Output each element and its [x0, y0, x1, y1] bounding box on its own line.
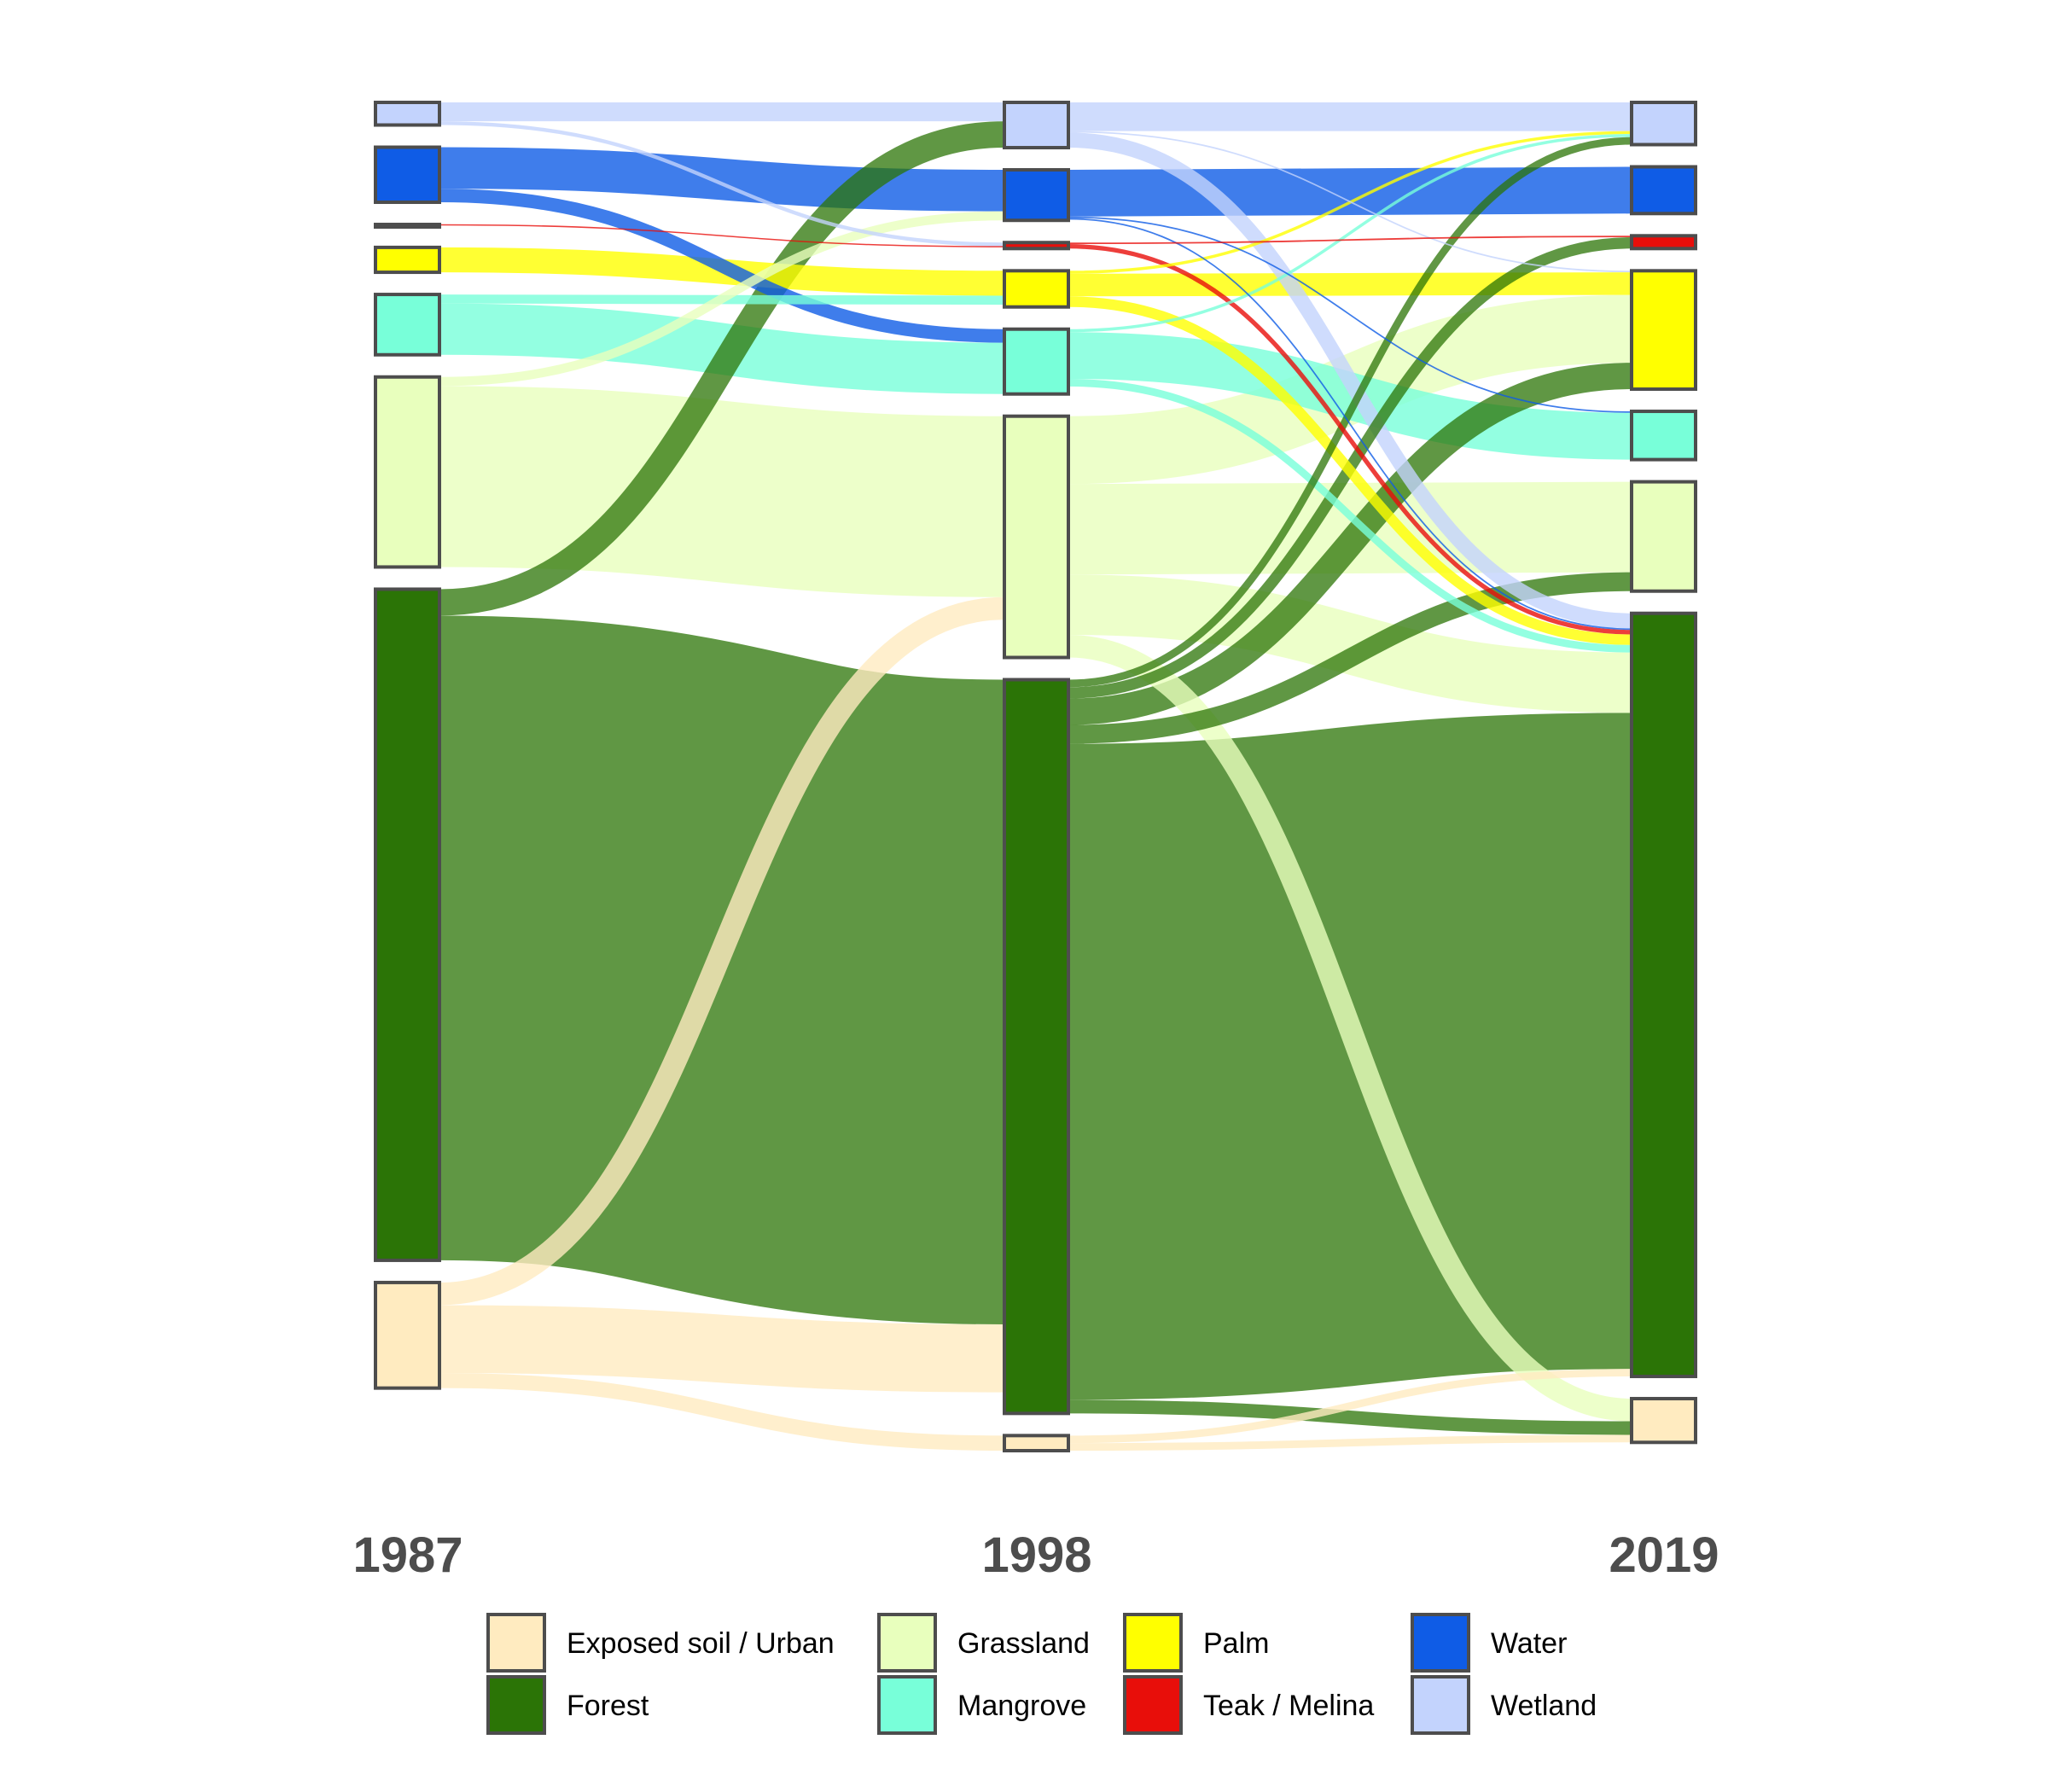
- year-label-1987: 1987: [352, 1527, 463, 1583]
- flow-palm-to-forest-1998: [1068, 296, 1632, 645]
- flow-water-to-water-1998: [1068, 166, 1632, 217]
- node-exposed-2019: [1630, 1397, 1697, 1445]
- legend-swatch: [1123, 1675, 1183, 1735]
- node-teak-2019: [1630, 234, 1697, 251]
- node-wetland-2019: [1630, 101, 1697, 147]
- node-grassland-2019: [1630, 480, 1697, 593]
- node-grassland-1987: [374, 375, 441, 569]
- flow-forest-to-exposed-1998: [1068, 1399, 1632, 1435]
- node-palm-1987: [374, 245, 441, 275]
- node-wetland-1998: [1003, 101, 1070, 150]
- legend-swatch: [486, 1675, 546, 1735]
- flow-exposed-to-exposed-1998: [1068, 1434, 1632, 1451]
- node-palm-1998: [1003, 269, 1070, 309]
- legend-swatch: [1123, 1613, 1183, 1673]
- flow-grassland-to-exposed-1998: [1068, 634, 1632, 1422]
- flow-forest-to-wetland-1998: [1068, 137, 1632, 688]
- flow-mangrove-to-mangrove-1998: [1068, 332, 1632, 460]
- flow-links: [437, 102, 1632, 1451]
- flow-water-to-mangrove-1998: [1068, 216, 1632, 413]
- flow-wetland-to-forest-1998: [1068, 132, 1632, 629]
- legend-label: Exposed soil / Urban: [567, 1627, 835, 1660]
- legend-label: Teak / Melina: [1203, 1690, 1374, 1722]
- legend-swatch: [1411, 1675, 1470, 1735]
- legend-label: Forest: [567, 1690, 649, 1722]
- node-exposed-1998: [1003, 1434, 1070, 1453]
- flow-grassland-to-forest-1998: [1068, 574, 1632, 713]
- flow-grassland-to-water-1987: [439, 211, 1005, 387]
- flow-exposed-to-forest-1998: [1068, 1369, 1632, 1444]
- flow-wetland-to-teak-1987: [439, 121, 1005, 247]
- legend-swatch: [1411, 1613, 1470, 1673]
- legend-swatch: [877, 1675, 937, 1735]
- node-grassland-1998: [1003, 414, 1070, 660]
- node-mangrove-1987: [374, 293, 441, 357]
- flow-water-to-water-1987: [439, 147, 1005, 212]
- node-water-2019: [1630, 165, 1697, 216]
- flow-teak-to-teak-1987: [439, 224, 1005, 247]
- flow-forest-to-wetland-1987: [439, 121, 1005, 616]
- legend-label: Wetland: [1491, 1690, 1597, 1722]
- flow-palm-to-palm-1998: [1068, 272, 1632, 297]
- node-forest-1987: [374, 587, 441, 1262]
- node-teak-1998: [1003, 241, 1070, 251]
- node-forest-2019: [1630, 611, 1697, 1379]
- flow-exposed-to-forest-1987: [439, 1305, 1005, 1393]
- legend-swatch: [486, 1613, 546, 1673]
- year-labels: 1987 1998 2019: [352, 1527, 1719, 1583]
- legend-label: Palm: [1203, 1627, 1269, 1660]
- flow-wetland-to-palm-1998: [1068, 131, 1632, 273]
- node-mangrove-1998: [1003, 327, 1070, 396]
- legend-label: Water: [1491, 1627, 1567, 1660]
- node-water-1998: [1003, 168, 1070, 223]
- node-wetland-1987: [374, 101, 441, 127]
- year-label-1998: 1998: [981, 1527, 1091, 1583]
- legend-label: Grassland: [957, 1627, 1090, 1660]
- year-label-2019: 2019: [1609, 1527, 1719, 1583]
- flow-teak-to-teak-1998: [1068, 236, 1632, 244]
- flow-grassland-to-grassland-1987: [439, 386, 1005, 597]
- node-forest-1998: [1003, 678, 1070, 1416]
- flow-water-to-mangrove-1987: [439, 189, 1005, 343]
- legend-label: Mangrove: [957, 1690, 1086, 1722]
- node-palm-2019: [1630, 269, 1697, 392]
- legend-swatch: [877, 1613, 937, 1673]
- flow-exposed-to-exposed-1987: [439, 1372, 1005, 1451]
- node-teak-1987: [374, 223, 441, 230]
- node-exposed-1987: [374, 1280, 441, 1390]
- legend: Exposed soil / Urban Forest Grassland Mangr…: [486, 1613, 1597, 1735]
- land-cover-nodes: [374, 101, 1697, 1453]
- flow-mangrove-to-forest-1998: [1068, 379, 1632, 653]
- node-mangrove-2019: [1630, 410, 1697, 462]
- node-water-1987: [374, 145, 441, 205]
- flow-mangrove-to-wetland-1998: [1068, 134, 1632, 333]
- flow-exposed-to-grassland-1987: [439, 596, 1005, 1306]
- flow-teak-to-forest-1998: [1068, 243, 1632, 635]
